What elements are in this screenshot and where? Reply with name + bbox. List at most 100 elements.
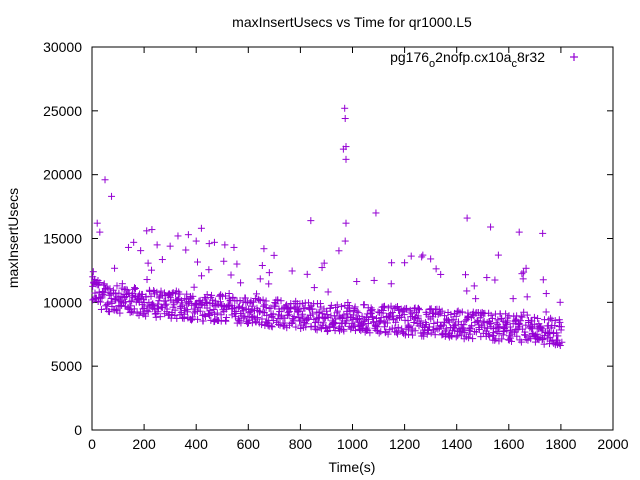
data-point [487,311,495,319]
y-axis-label: maxInsertUsecs [5,188,21,288]
data-point [147,292,155,300]
data-point [340,327,348,335]
data-point [466,330,474,338]
data-point [503,326,511,334]
data-point [315,308,323,316]
data-point [394,302,402,310]
data-point [333,301,341,309]
data-point [557,326,565,334]
data-point [489,314,497,322]
data-point [500,327,508,335]
x-tick-label: 2000 [597,436,628,452]
data-point [520,331,528,339]
data-point [220,257,228,265]
data-point [531,331,539,339]
y-axis: 0 5000 10000 15000 20000 25000 30000 [43,39,613,438]
data-point [130,285,138,293]
data-point [233,260,241,268]
data-point [427,255,435,263]
data-point [198,272,206,280]
data-point [385,314,393,322]
x-tick-label: 400 [185,436,209,452]
data-point [372,314,380,322]
data-point [152,313,160,321]
data-point [527,335,535,343]
data-point [469,335,477,343]
data-point [517,312,525,320]
data-point [192,237,200,245]
data-point [530,313,538,321]
data-point [126,298,134,306]
data-point [154,308,162,316]
x-axis-label: Time(s) [329,459,376,475]
y-tick-label: 15000 [43,231,82,247]
data-point [504,317,512,325]
data-point [225,289,233,297]
data-point [97,298,105,306]
data-point [487,223,495,231]
data-point [327,301,335,309]
data-point [267,304,275,312]
data-point [518,313,526,321]
data-point [341,237,349,245]
data-point [374,308,382,316]
data-point [539,229,547,237]
data-point [377,314,385,322]
data-point [388,259,396,267]
x-tick-label: 0 [88,436,96,452]
data-point [460,321,468,329]
plot-area-border [91,46,614,431]
data-point [356,325,364,333]
data-point [105,308,113,316]
data-point [128,297,136,305]
data-point [91,289,99,297]
data-point [174,232,182,240]
data-point [519,275,527,283]
data-point [218,301,226,309]
data-point [399,306,407,314]
data-point [366,329,374,337]
data-point [528,325,536,333]
data-point [326,304,334,312]
data-point [491,336,499,344]
data-point [318,264,326,272]
data-point [417,317,425,325]
data-point [517,338,525,346]
y-tick-label: 0 [74,422,82,438]
y-tick-label: 5000 [51,358,82,374]
data-point [184,231,192,239]
data-point [295,305,303,313]
data-point [236,296,244,304]
data-point [539,276,547,284]
data-point [222,314,230,322]
data-point [124,243,132,251]
data-point [237,279,245,287]
data-point [144,259,152,267]
data-point [556,318,564,326]
data-point [237,319,245,327]
data-point [332,315,340,323]
data-point [323,310,331,318]
data-point [337,303,345,311]
data-point [491,276,499,284]
data-point [142,293,150,301]
data-point [288,267,296,275]
data-point [250,298,258,306]
data-point [314,314,322,322]
data-point [269,317,277,325]
data-point [210,238,218,246]
data-point [454,332,462,340]
data-point [299,315,307,323]
data-point [277,297,285,305]
data-point [370,276,378,284]
data-point [494,316,502,324]
data-point [427,305,435,313]
data-point [411,314,419,322]
data-point [248,319,256,327]
data-point [464,313,472,321]
data-point [307,217,315,225]
data-point [420,332,428,340]
data-point [320,259,328,267]
data-point [203,291,211,299]
data-point [545,328,553,336]
